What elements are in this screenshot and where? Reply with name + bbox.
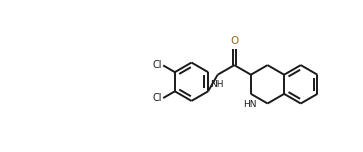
Text: Cl: Cl (153, 60, 162, 70)
Text: Cl: Cl (153, 93, 162, 103)
Text: HN: HN (243, 100, 257, 109)
Text: NH: NH (211, 80, 224, 89)
Text: O: O (230, 36, 238, 46)
